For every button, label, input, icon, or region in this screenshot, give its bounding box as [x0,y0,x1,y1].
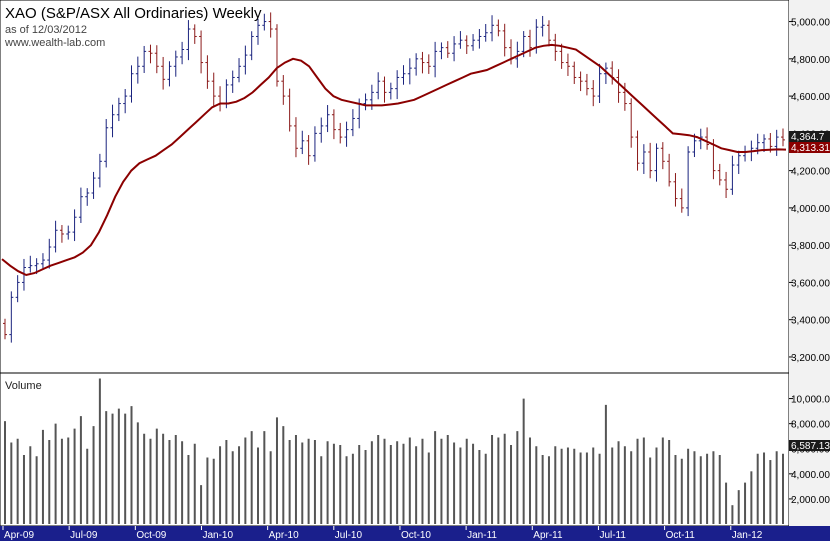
price-tick-label: 4,600.00 [791,92,830,103]
price-tick-label: 3,800.00 [791,241,830,252]
time-axis-ticks: Apr-09 Jul-09 Oct-09 Jan-10 Apr-10 Jul-10 Oct-… [2,526,763,541]
as-of-date: as of 12/03/2012 [5,24,87,36]
price-tick-label: 4,200.00 [791,167,830,178]
time-axis [0,526,830,541]
time-tick-label: Jul-10 [335,530,363,541]
ohlc-series [3,12,785,343]
price-pane[interactable] [0,0,790,374]
price-tick-label: 4,800.00 [791,55,830,66]
price-tick-label: 3,200.00 [791,353,830,364]
moving-average-line [1,43,787,277]
volume-tick-label: 2,000.00 [791,495,830,506]
time-tick-label: Jul-11 [599,530,626,541]
last-close-badge: 4,364.7 [789,131,830,143]
last-close-label: 4,364.7 [791,132,825,143]
last-volume-label: 6,587.13 [791,441,830,452]
volume-series [4,378,784,524]
time-tick-label: Jan-10 [202,530,233,541]
price-tick-label: 3,600.00 [791,278,830,289]
time-tick-label: Jan-12 [732,530,763,541]
time-tick-label: Jul-09 [70,530,98,541]
volume-tick-label: 10,000.00 [791,395,830,406]
price-tick-label: 4,000.00 [791,204,830,215]
time-tick-label: Apr-11 [533,530,563,541]
chart-title: XAO (S&P/ASX All Ordinaries) Weekly [5,5,262,22]
time-tick-label: Apr-09 [4,530,34,541]
ma-value-label: 4,313.31 [791,143,830,154]
volume-tick-label: 8,000.00 [791,420,830,431]
site-credit: www.wealth-lab.com [4,37,105,49]
time-tick-label: Oct-09 [136,530,166,541]
time-tick-label: Oct-11 [666,530,696,541]
time-tick-label: Apr-10 [269,530,299,541]
price-axis [789,0,830,373]
volume-tick-label: 4,000.00 [791,470,830,481]
price-tick-label: 3,400.00 [791,316,830,327]
ma-value-badge: 4,313.31 [789,142,830,154]
time-tick-label: Jan-11 [467,530,497,541]
price-tick-label: 5,000.00 [791,18,830,29]
volume-pane-label: Volume [5,380,42,392]
last-volume-badge: 6,587.13 [789,440,830,452]
time-tick-label: Oct-10 [401,530,431,541]
price-axis-ticks: 3,200.00 3,400.00 3,600.00 3,800.00 4,000.00… [789,18,830,364]
